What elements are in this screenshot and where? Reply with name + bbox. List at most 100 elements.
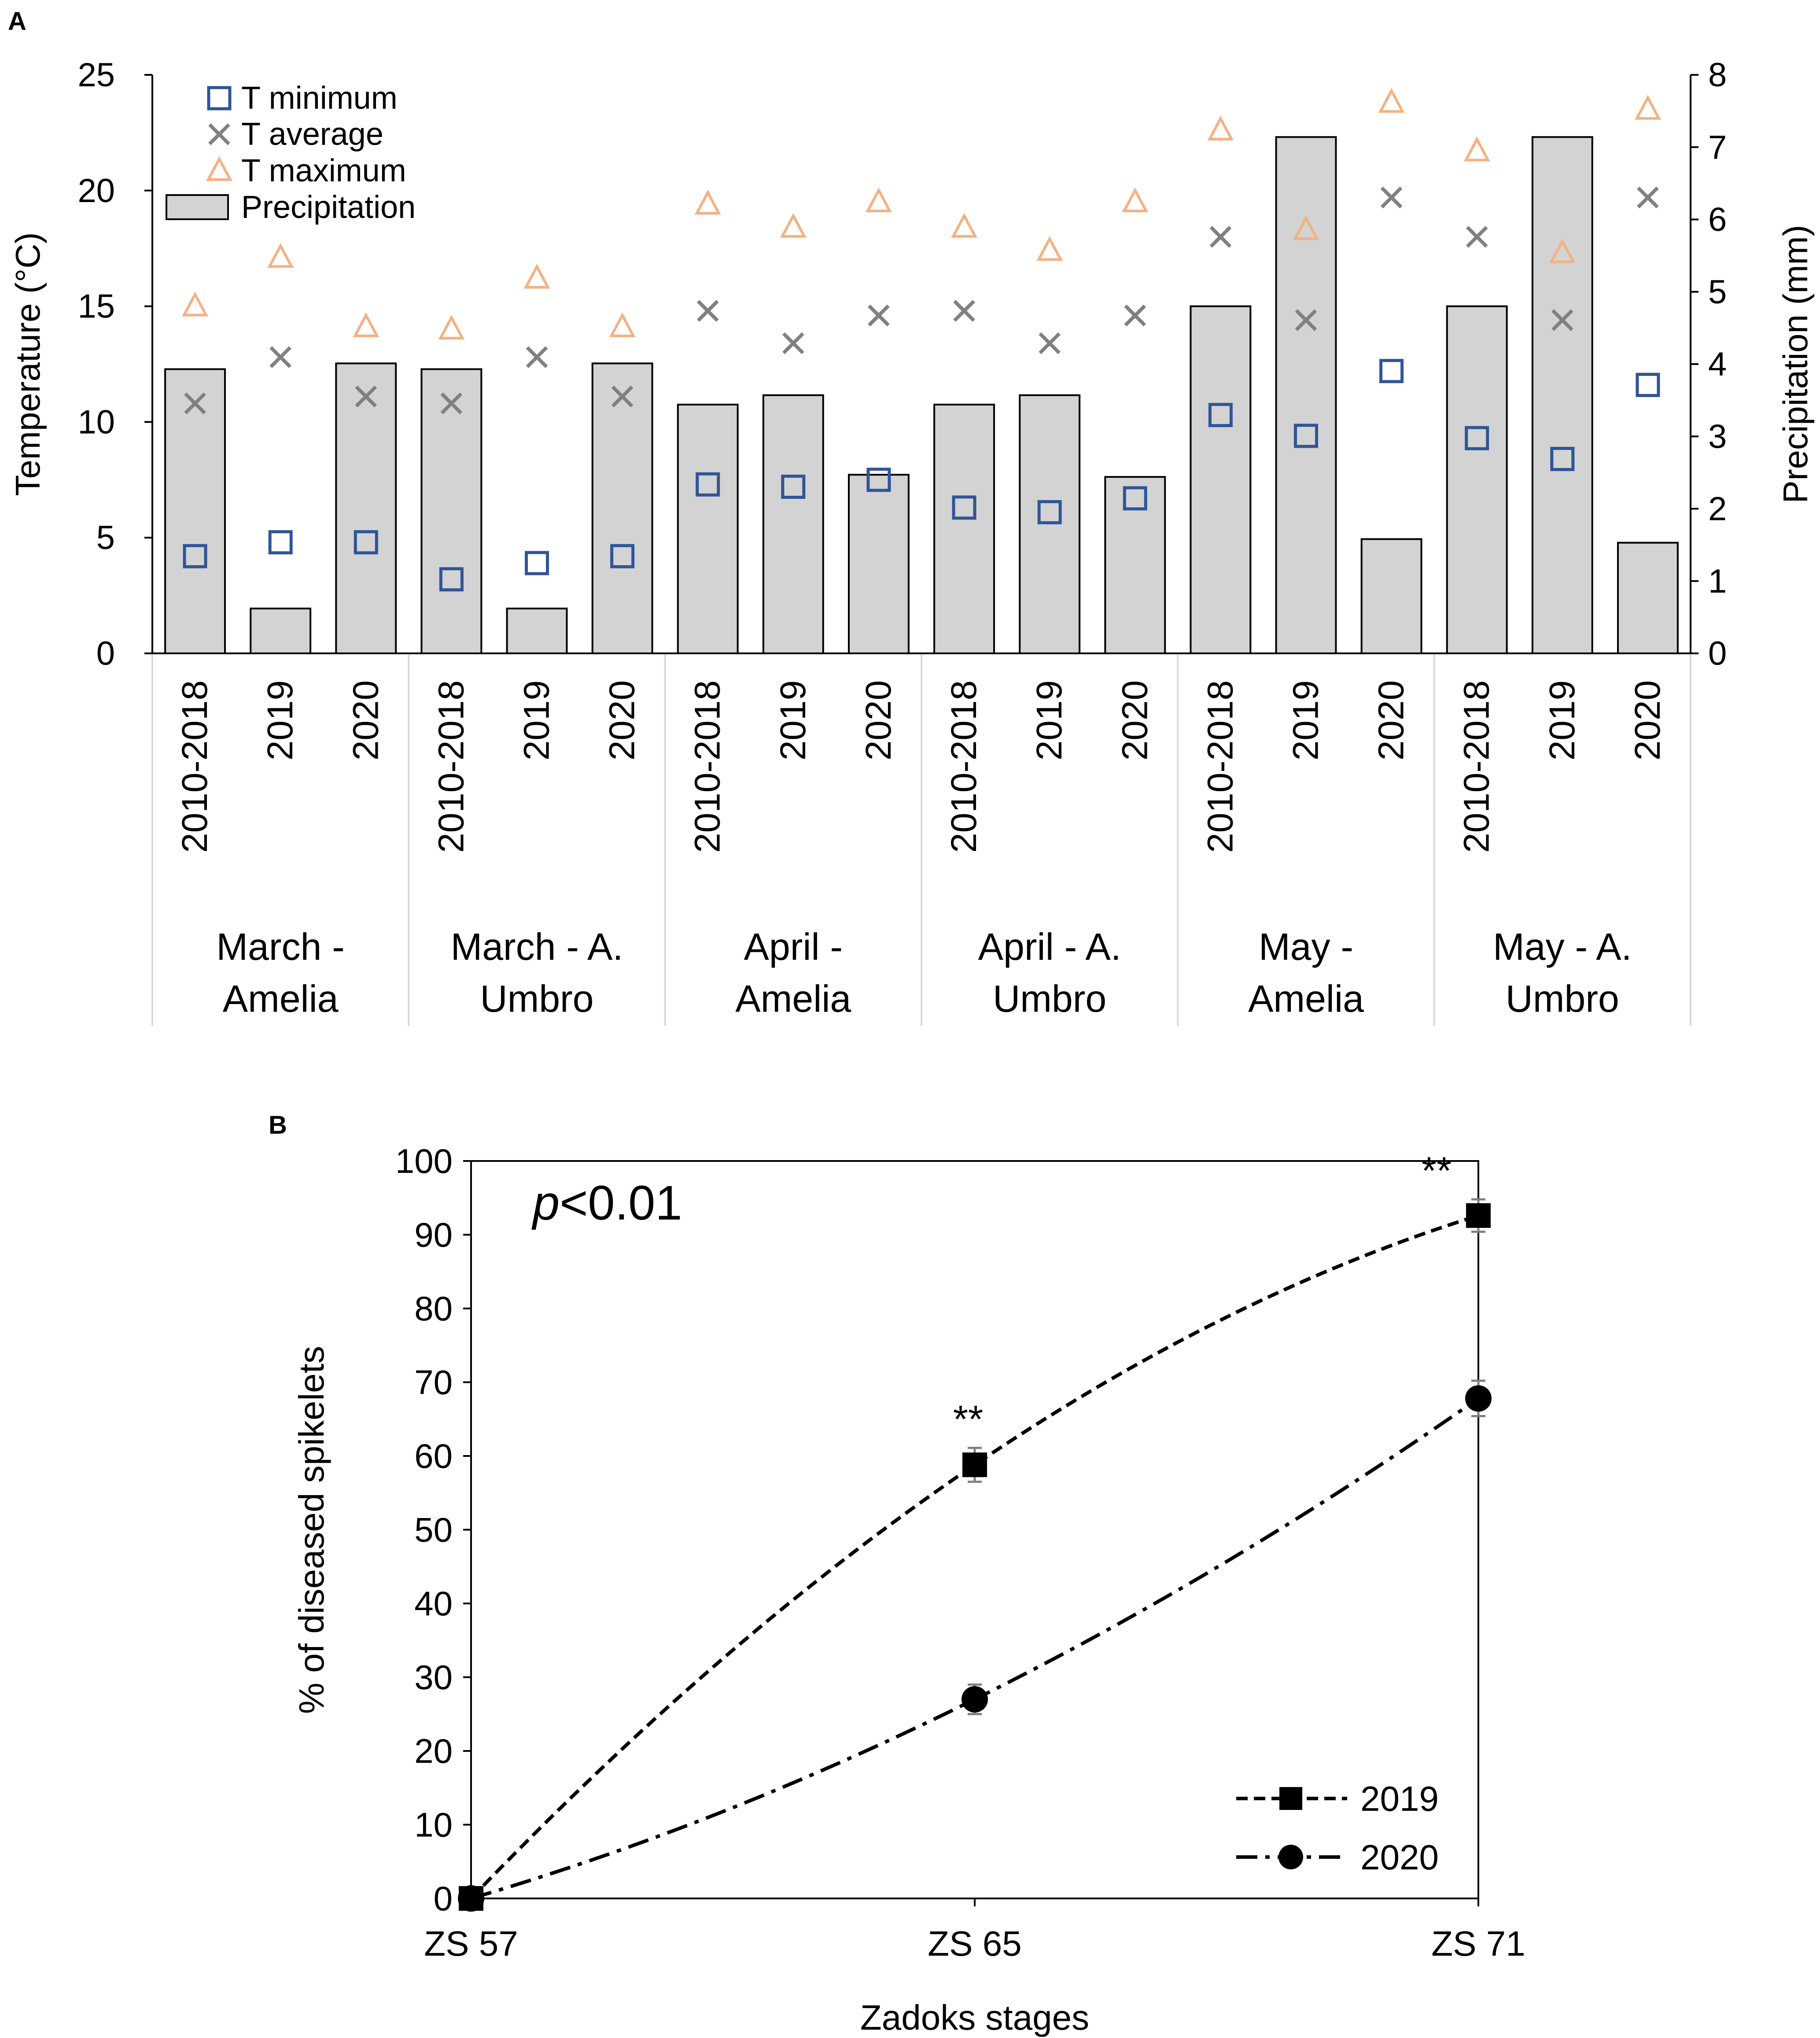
group-label-line: Umbro [480, 978, 593, 1020]
t-maximum-marker [609, 312, 636, 337]
panel-b-y-tick-label: 50 [414, 1511, 453, 1549]
group-label: May - Amelia [1248, 926, 1364, 1020]
category-label: 2010-2018 [944, 680, 984, 853]
panel-b-y-tick-label: 80 [414, 1289, 453, 1328]
precipitation-bar [506, 608, 568, 655]
group-label-line: May - [1259, 926, 1353, 968]
precipitation-tick-label: 6 [1708, 201, 1727, 239]
panel-b-legend: 2019 2020 [1236, 1779, 1439, 1877]
temperature-tick-label: 15 [77, 288, 115, 325]
t-minimum-marker [952, 495, 976, 520]
category-label: 2020 [1628, 680, 1668, 760]
panel-a-precipitation-temperature-chart: A 0 5 10 15 20 25 0 1 2 3 4 5 6 7 8 2010-2018 2019 2020… [8, 7, 1815, 1026]
t-average-marker [526, 346, 548, 369]
precipitation-bars [164, 136, 1679, 655]
p-value-rest: <0.01 [560, 1176, 682, 1230]
precipitation-bar [591, 362, 653, 654]
t-minimum-marker [1123, 486, 1147, 511]
legend-label: 2019 [1360, 1779, 1439, 1818]
p-value-italic: p [531, 1176, 560, 1230]
panel-b-x-axis-ticks: ZS 57 ZS 65 ZS 71 [424, 1898, 1525, 1963]
panel-a-category-grid [151, 653, 1691, 1026]
category-label: 2019 [1029, 680, 1069, 760]
t-average-marker [953, 300, 975, 322]
temperature-markers [182, 88, 1661, 592]
precipitation-tick-label: 3 [1708, 418, 1727, 455]
t-average-marker [1637, 186, 1659, 209]
panel-b-diseased-spikelets-chart: B 0 10 20 30 40 50 60 70 80 90 100 ZS 57 ZS 65 ZS 71… [269, 1111, 1525, 2037]
t-maximum-marker [438, 314, 465, 340]
legend-precipitation-swatch [166, 194, 229, 220]
t-average-marker [269, 346, 291, 369]
category-label: 2020 [602, 680, 642, 760]
panel-b-y-tick-label: 70 [414, 1363, 453, 1402]
precipitation-bar [1275, 136, 1337, 654]
legend-2019-marker [1279, 1787, 1302, 1810]
panel-b-y-axis-ticks: 0 10 20 30 40 50 60 70 80 90 100 [395, 1142, 471, 1918]
t-minimum-marker [1037, 500, 1062, 524]
panel-b-y-tick-label: 90 [414, 1216, 453, 1254]
panel-b-x-tick-label: ZS 57 [424, 1924, 518, 1963]
group-label-line: Amelia [1248, 978, 1364, 1020]
t-maximum-marker [353, 312, 379, 337]
category-label: 2010-2018 [175, 680, 215, 853]
precipitation-bar [164, 368, 226, 654]
precipitation-bar [420, 368, 483, 654]
significance-labels: ** ** [953, 1149, 1452, 1441]
t-minimum-marker [1208, 403, 1233, 428]
t-minimum-marker [610, 544, 635, 568]
t-average-marker [1039, 332, 1061, 354]
panel-b-y-tick-label: 20 [414, 1732, 453, 1770]
legend-t-maximum-marker [206, 156, 232, 181]
t-maximum-marker [951, 213, 978, 238]
series-2019-marker [962, 1452, 987, 1478]
t-minimum-marker [354, 530, 378, 555]
series-2019-marker [1466, 1203, 1491, 1228]
group-label: April - Amelia [735, 926, 851, 1020]
panel-b-y-tick-label: 10 [414, 1806, 453, 1844]
panel-b-y-tick-label: 100 [395, 1142, 453, 1180]
group-label-line: Umbro [993, 978, 1106, 1020]
precipitation-tick-label: 0 [1708, 635, 1727, 672]
group-label: May - A. Umbro [1493, 926, 1632, 1020]
t-minimum-marker [696, 472, 720, 497]
precipitation-bar [335, 362, 397, 654]
category-label: 2019 [1286, 680, 1326, 760]
series-2020-marker [962, 1686, 988, 1713]
temperature-tick-label: 5 [96, 519, 115, 556]
t-maximum-marker [694, 189, 721, 215]
group-label: April - A. Umbro [978, 926, 1121, 1020]
category-label: 2020 [1115, 680, 1155, 760]
t-average-marker [184, 392, 206, 415]
precipitation-bar [933, 403, 995, 654]
t-minimum-marker [183, 544, 207, 568]
t-minimum-marker [866, 468, 891, 492]
precipitation-bar [1190, 305, 1252, 654]
t-minimum-marker [1294, 424, 1318, 448]
series-2020-marker [458, 1885, 484, 1912]
precipitation-tick-label: 5 [1708, 273, 1727, 311]
t-maximum-marker [267, 243, 294, 268]
t-minimum-marker [268, 530, 293, 555]
category-label: 2019 [260, 680, 300, 760]
t-minimum-marker [525, 551, 549, 575]
panel-b-series-markers [458, 1198, 1492, 1912]
group-label-line: Umbro [1506, 978, 1619, 1020]
significance-stars: ** [1422, 1149, 1452, 1192]
t-average-marker [1124, 304, 1146, 327]
precipitation-bar [250, 608, 312, 655]
t-maximum-marker [1634, 95, 1661, 120]
t-minimum-marker [1636, 372, 1660, 397]
group-label: March - A. Umbro [451, 926, 623, 1020]
temperature-axis-title: Temperature (°C) [8, 232, 47, 496]
legend-label: Precipitation [241, 190, 416, 225]
t-maximum-marker [1207, 115, 1234, 141]
panel-b-y-tick-label: 40 [414, 1584, 453, 1623]
group-label-line: Amelia [735, 978, 851, 1020]
t-maximum-marker [1549, 238, 1576, 263]
t-minimum-marker [1379, 359, 1404, 383]
legend-2020-marker [1278, 1845, 1303, 1869]
t-maximum-marker [1378, 88, 1405, 113]
